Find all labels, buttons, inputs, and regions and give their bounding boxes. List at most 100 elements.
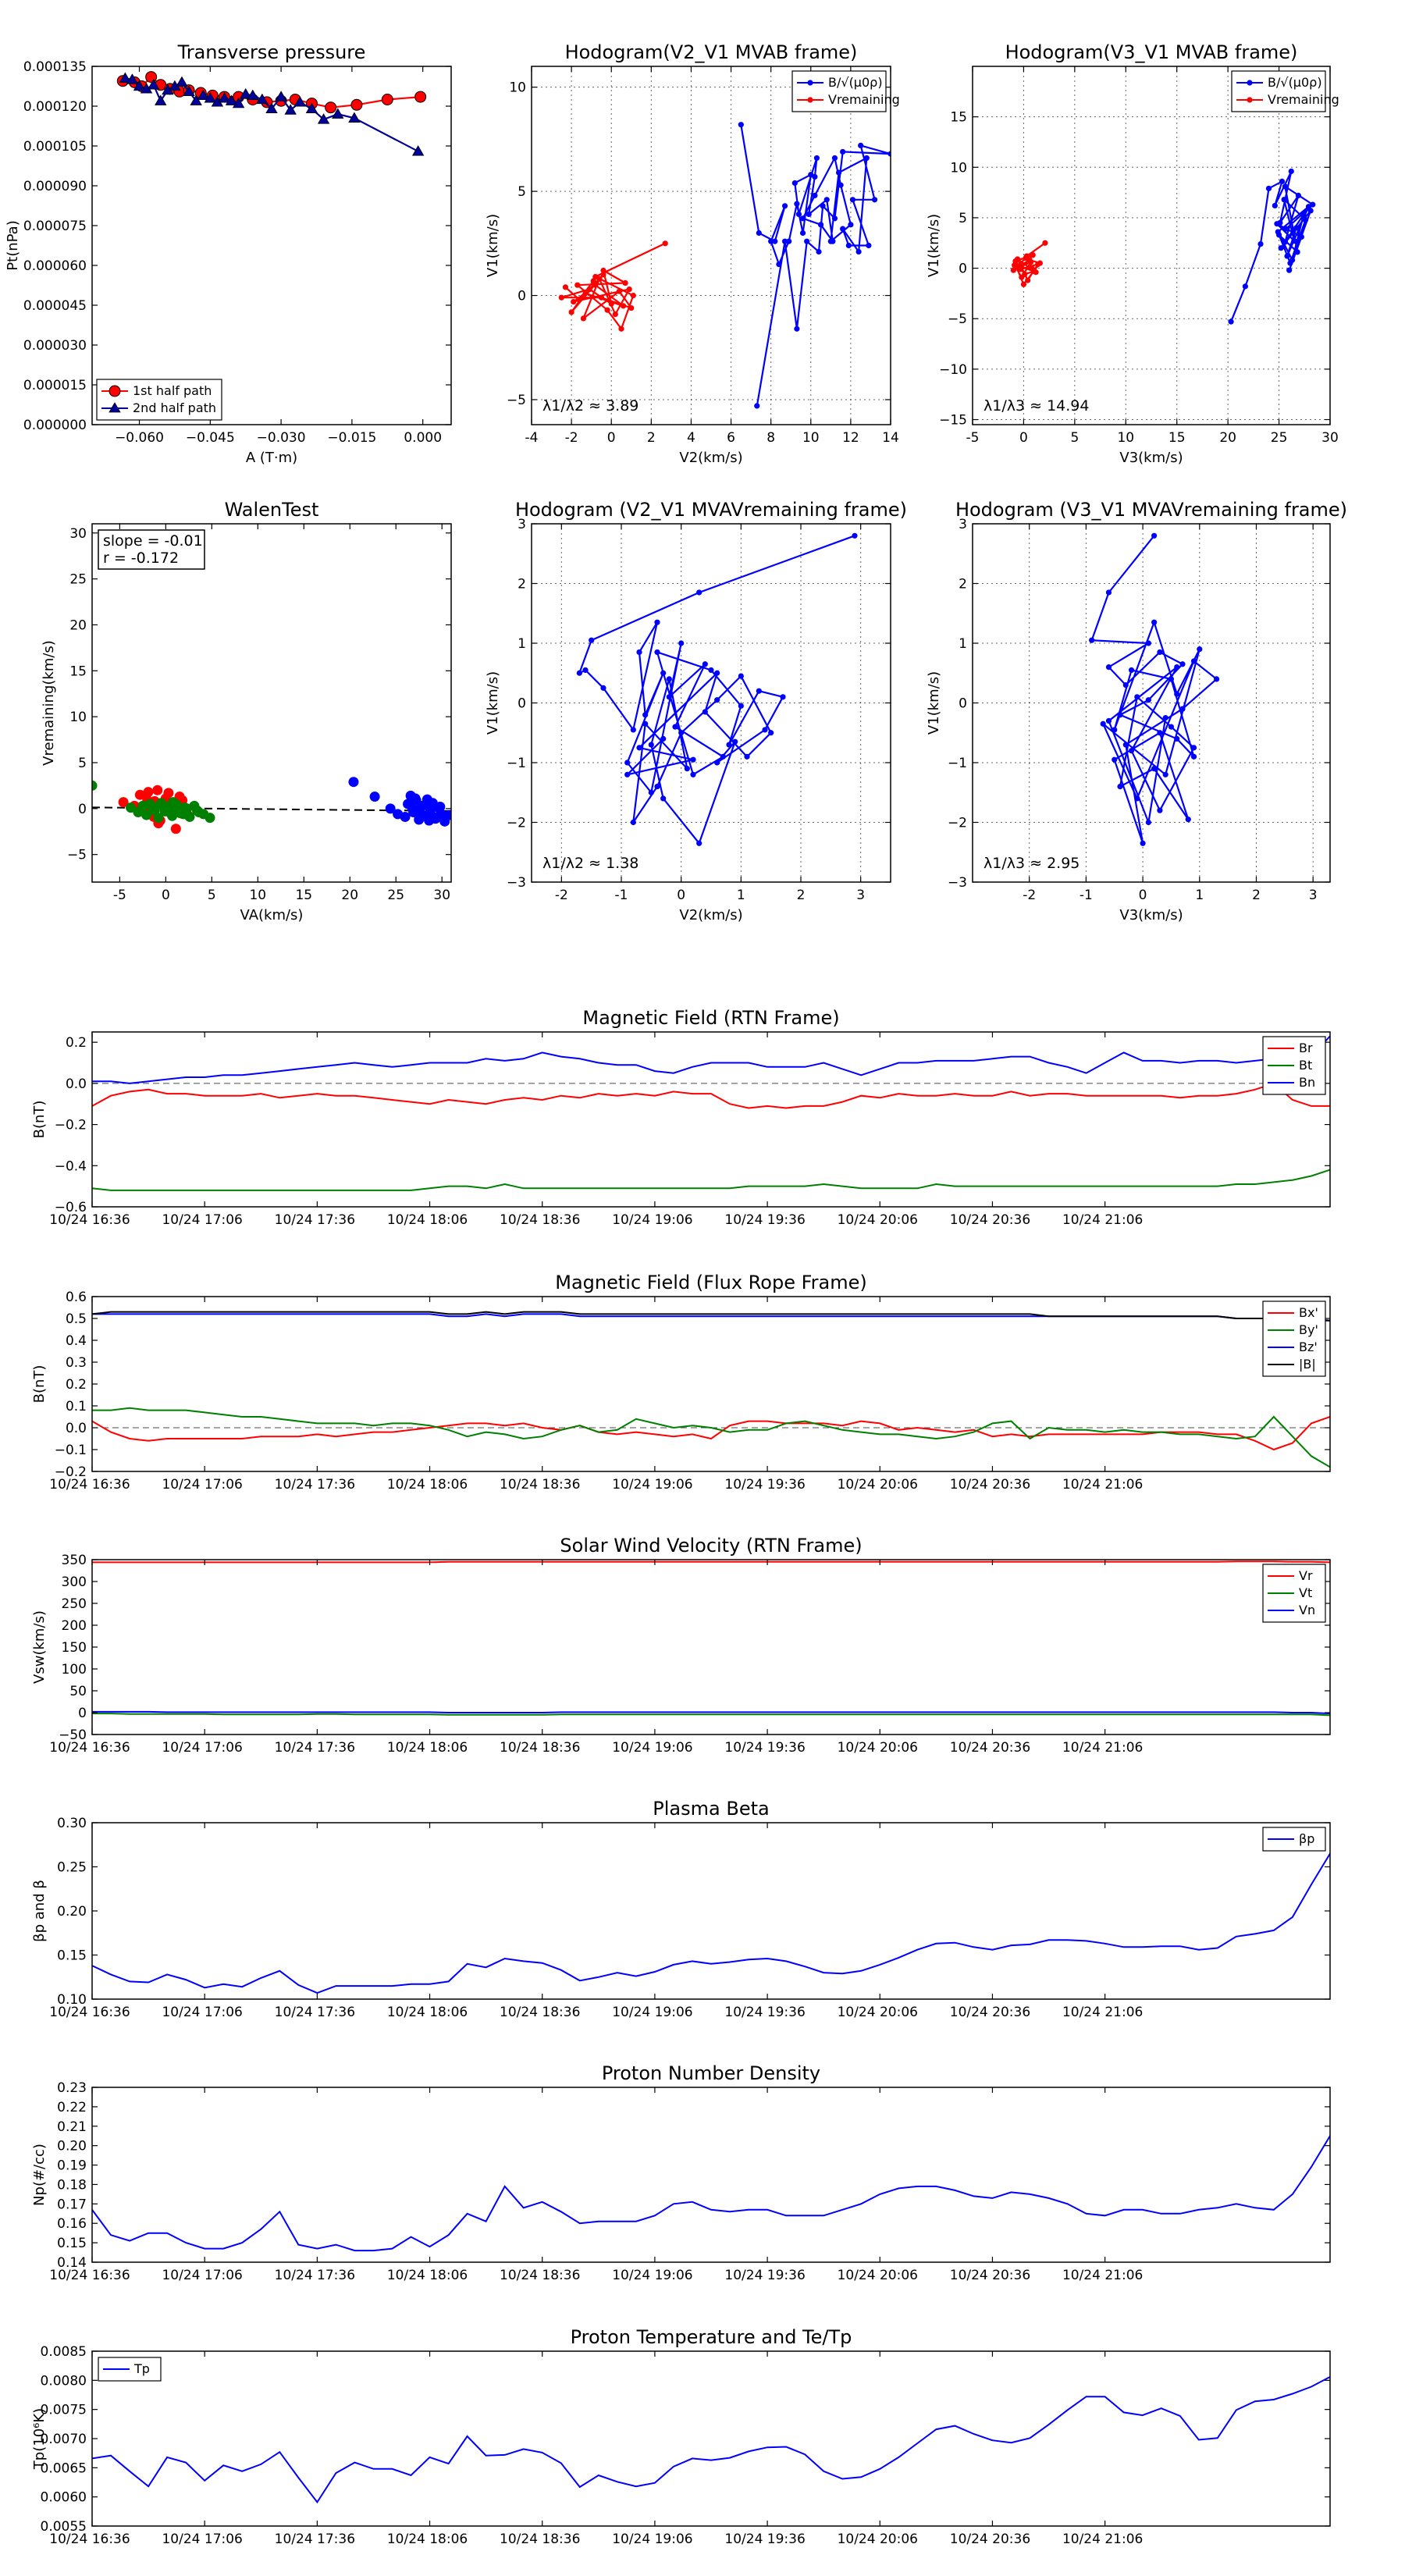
x-tick-label: 10/24 18:06: [387, 2268, 468, 2283]
x-tick-label: 10/24 18:36: [500, 1477, 580, 1493]
y-tick-label: 0.000060: [23, 258, 87, 274]
data-point: [1145, 819, 1151, 826]
data-point: [1242, 283, 1248, 290]
y-axis-label: V1(km/s): [485, 671, 501, 735]
data-point: [1294, 249, 1300, 255]
x-axis-label: V3(km/s): [1119, 907, 1183, 923]
y-tick-label: 10: [509, 80, 526, 96]
x-tick-label: 10/24 17:36: [275, 2532, 355, 2547]
data-point: [576, 670, 582, 676]
y-tick-label: 0: [959, 262, 967, 277]
y-tick-label: −5: [507, 393, 526, 408]
data-point: [92, 780, 98, 791]
y-axis-label: V1(km/s): [485, 214, 501, 277]
data-point: [1042, 240, 1048, 246]
y-tick-label: 25: [69, 572, 87, 588]
x-tick-label: 15: [1168, 430, 1186, 446]
data-point: [385, 803, 396, 814]
x-tick-label: 10/24 17:36: [275, 2268, 355, 2283]
data-point: [1278, 245, 1284, 251]
y-axis-label: B(nT): [31, 1101, 48, 1139]
y-tick-label: 1: [518, 636, 526, 652]
data-point: [1284, 253, 1290, 259]
data-point: [1174, 691, 1180, 697]
data-point: [768, 238, 774, 244]
data-point: [820, 203, 826, 209]
x-tick-label: 10/24 20:36: [950, 1740, 1030, 1756]
legend-label: Vt: [1299, 1585, 1312, 1600]
y-tick-label: 2: [518, 577, 526, 592]
data-point: [1310, 201, 1316, 208]
data-point: [1190, 658, 1197, 664]
legend-label: B/√(μ0ρ): [1268, 75, 1322, 90]
x-tick-label: 10: [1117, 430, 1134, 446]
data-point: [256, 93, 269, 105]
data-point: [350, 98, 363, 111]
series-line: [92, 1169, 1330, 1191]
y-axis-label: Pt(nPa): [5, 220, 21, 270]
data-point: [1257, 240, 1264, 247]
data-point: [1029, 265, 1035, 272]
data-point: [720, 753, 726, 760]
x-tick-label: -5: [113, 888, 126, 903]
x-tick-label: 10/24 19:36: [724, 2268, 805, 2283]
y-tick-label: −10: [939, 362, 967, 378]
x-tick-label: 10/24 16:36: [49, 1740, 130, 1756]
data-point: [232, 97, 245, 109]
x-tick-label: 10/24 17:06: [162, 2532, 242, 2547]
x-tick-label: 10/24 20:06: [838, 2532, 918, 2547]
legend-marker: [807, 80, 813, 86]
data-point: [1288, 168, 1294, 175]
data-layer: [92, 1311, 1330, 1468]
data-point: [240, 87, 252, 99]
data-point: [369, 792, 380, 802]
data-point: [580, 315, 587, 322]
x-tick-label: 10/24 17:36: [275, 2005, 355, 2020]
data-point: [118, 797, 129, 808]
data-point: [666, 694, 672, 700]
data-point: [817, 222, 824, 228]
data-point: [726, 742, 732, 748]
data-point: [598, 294, 605, 301]
data-point: [582, 667, 589, 674]
x-tick-label: 10/24 18:06: [387, 2532, 468, 2547]
data-point: [662, 240, 668, 247]
x-axis-label: V2(km/s): [679, 450, 742, 466]
x-tick-label: 10/24 16:36: [49, 1212, 130, 1228]
x-tick-label: 6: [727, 430, 735, 446]
data-point: [678, 640, 685, 646]
data-point: [845, 242, 852, 249]
y-tick-label: 0.19: [57, 2158, 87, 2174]
data-point: [1281, 197, 1287, 203]
data-point: [1282, 183, 1289, 190]
data-point: [574, 282, 581, 288]
data-point: [1307, 208, 1314, 214]
x-axis-label: V2(km/s): [679, 907, 742, 923]
legend-label: Br: [1299, 1041, 1313, 1055]
legend-label: Vr: [1299, 1568, 1313, 1583]
chart-np: 10/24 16:36 10/24 17:06 10/24 17:36 10/24 1…: [31, 2062, 1331, 2283]
x-tick-label: 2: [647, 430, 656, 446]
x-tick-label: 0: [1019, 430, 1028, 446]
x-tick-label: 15: [295, 888, 312, 903]
y-axis-label: B(nT): [31, 1365, 48, 1404]
legend-label: βp: [1299, 1831, 1314, 1846]
y-tick-label: 0.0075: [41, 2403, 87, 2418]
x-tick-label: 10/24 21:06: [1062, 1212, 1143, 1228]
data-point: [407, 803, 418, 814]
x-tick-label: 10/24 17:06: [162, 2005, 242, 2020]
x-tick-label: 10/24 18:36: [500, 2532, 580, 2547]
series-line: [92, 1311, 1330, 1322]
x-tick-label: 10/24 19:36: [724, 2005, 805, 2020]
y-tick-label: 3: [518, 517, 526, 532]
data-point: [183, 85, 195, 96]
series-line: [92, 2134, 1330, 2252]
y-tick-label: 20: [69, 617, 87, 633]
x-tick-label: 30: [433, 888, 450, 903]
stats-text: slope = -0.01: [103, 532, 203, 550]
y-tick-label: −0.4: [55, 1158, 87, 1174]
series-line: [92, 2375, 1330, 2504]
data-point: [848, 222, 854, 228]
x-tick-label: 25: [387, 888, 404, 903]
data-point: [568, 309, 574, 315]
